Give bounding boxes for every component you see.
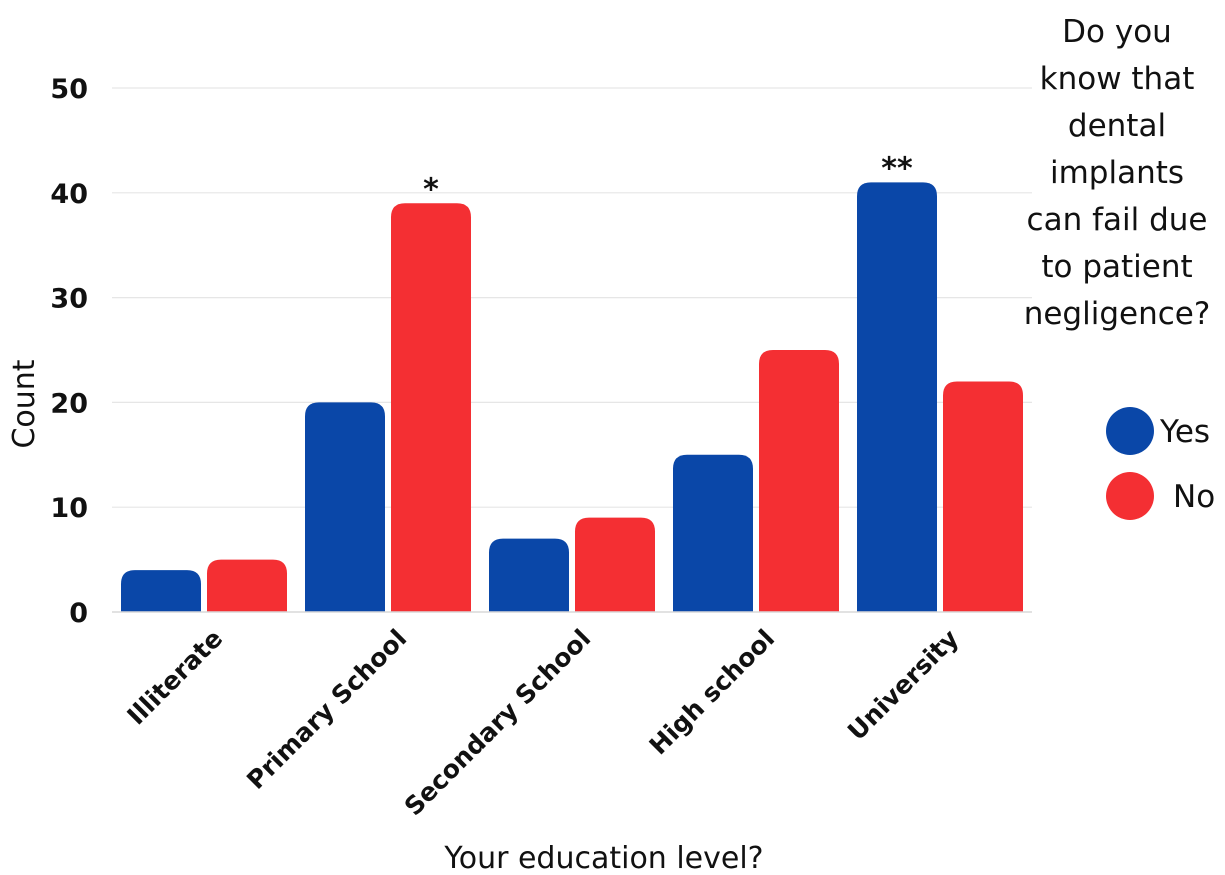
legend-label-yes: Yes: [1159, 414, 1210, 450]
legend-swatch-yes: [1106, 407, 1154, 455]
bar-no-3: [575, 517, 655, 612]
legend-label-no: No: [1173, 479, 1215, 515]
y-tick-label: 20: [50, 388, 88, 419]
y-tick-label: 0: [69, 598, 88, 629]
bar-no-4: [759, 350, 839, 612]
bar-no-5: [943, 381, 1023, 612]
bar-yes-4: [673, 454, 753, 612]
bar-yes-3: [489, 538, 569, 612]
bar-yes-5: [857, 182, 937, 612]
x-category-label: Primary School: [241, 624, 412, 795]
x-category-label: Illiterate: [121, 624, 228, 731]
legend-title-line: Do you: [1062, 14, 1172, 50]
y-tick-label: 50: [50, 74, 88, 105]
bars: [121, 182, 1023, 612]
legend-title-line: know that: [1040, 61, 1195, 97]
bar-yes-2: [305, 402, 385, 612]
annotations: ***: [423, 151, 913, 207]
bar-yes-1: [121, 570, 201, 612]
x-axis-title: Your education level?: [443, 841, 763, 875]
x-category-label: Secondary School: [399, 624, 597, 822]
bar-no-2: [391, 203, 471, 612]
bar-no-1: [207, 559, 287, 612]
y-axis-title: Count: [7, 359, 42, 448]
significance-annotation: **: [881, 151, 913, 186]
legend-title-line: dental: [1068, 108, 1166, 144]
legend: Do you know that dental implants can fail du…: [1024, 14, 1215, 520]
y-tick-label: 30: [50, 284, 88, 315]
y-tick-label: 10: [50, 493, 88, 524]
x-category-label: High school: [644, 624, 781, 761]
legend-title-line: can fail due: [1027, 202, 1208, 238]
y-axis-ticks: 0 10 20 30 40 50: [50, 74, 88, 629]
y-tick-label: 40: [50, 179, 88, 210]
legend-title-line: to patient: [1041, 249, 1192, 285]
legend-title-line: implants: [1050, 155, 1184, 191]
legend-swatch-no: [1106, 472, 1154, 520]
significance-annotation: *: [423, 172, 439, 207]
x-category-label: University: [842, 624, 964, 746]
legend-title-line: negligence?: [1024, 296, 1211, 332]
